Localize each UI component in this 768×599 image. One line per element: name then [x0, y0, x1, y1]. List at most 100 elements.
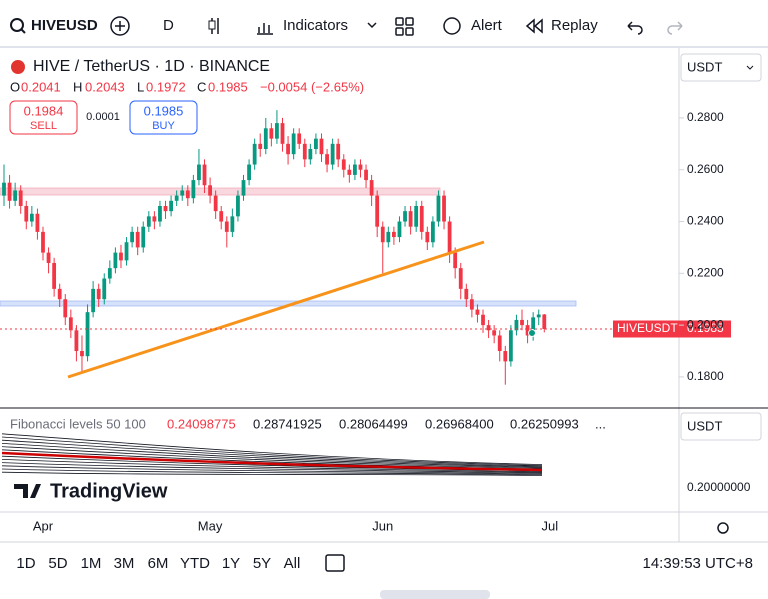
currency-select[interactable]	[680, 53, 762, 82]
spread: 0.0001	[86, 111, 120, 123]
fib-line	[1, 433, 543, 465]
candle-body	[542, 314, 547, 330]
candle-body	[96, 288, 101, 300]
candle-body	[469, 299, 474, 310]
candle-body	[419, 205, 424, 232]
fib-line	[1, 465, 543, 474]
candle-body	[41, 231, 45, 253]
range-button[interactable]: All	[284, 555, 301, 572]
range-button[interactable]: YTD	[180, 555, 210, 572]
candle-body	[68, 317, 73, 331]
candle-body	[486, 325, 491, 331]
fib-level: 0.26968400	[425, 416, 494, 431]
ohlc-value: 0.1985	[208, 79, 248, 94]
fib-line	[1, 439, 543, 467]
candle-body	[336, 143, 341, 160]
candle-body	[213, 195, 218, 212]
x-tick-label: May	[198, 518, 223, 533]
fib-mid-line	[1, 451, 543, 472]
buy-label: BUY	[152, 120, 175, 132]
symbol[interactable]: HIVEUSD	[31, 17, 98, 34]
candle-body	[364, 169, 368, 181]
candle-body	[369, 180, 374, 196]
date-range-button[interactable]	[325, 554, 345, 572]
currency[interactable]: USDT	[687, 59, 722, 74]
buy-button[interactable]	[129, 100, 198, 135]
candle-body	[146, 216, 151, 227]
fib-line	[1, 468, 543, 475]
candle-body	[46, 252, 51, 263]
candle-body	[503, 351, 508, 362]
dropdown-arrow[interactable]	[367, 22, 377, 29]
candle-body	[135, 231, 140, 248]
layout-icon[interactable]	[395, 17, 414, 36]
candle-body	[85, 312, 90, 357]
candle-body	[330, 143, 335, 165]
indicator-currency-label[interactable]: USDT	[687, 418, 722, 433]
sell-button[interactable]	[9, 100, 78, 135]
range-button[interactable]: 5D	[48, 555, 67, 572]
candle-body	[325, 154, 329, 165]
redo-button[interactable]	[667, 21, 683, 35]
candle-body	[241, 180, 246, 196]
candle-body	[375, 195, 380, 227]
candle-body	[236, 195, 240, 217]
resistance-zone[interactable]	[0, 187, 441, 196]
marker-dot	[528, 329, 536, 337]
candle-body	[24, 205, 29, 222]
candle-body	[163, 205, 168, 212]
candle-body	[13, 190, 18, 201]
undo-button[interactable]	[627, 21, 643, 35]
alert-icon[interactable]	[443, 17, 461, 35]
price-label-value: 0.1985	[687, 321, 724, 335]
candle-body	[280, 123, 285, 144]
sell-label: SELL	[30, 120, 57, 132]
candle-body	[185, 190, 190, 199]
fib-level: 0.28064499	[339, 416, 408, 431]
candle-body	[113, 252, 118, 269]
sell-price: 0.1984	[24, 103, 64, 118]
indicators-button[interactable]: Indicators	[283, 17, 348, 34]
candle-body	[52, 262, 57, 289]
range-button[interactable]: 3M	[114, 555, 135, 572]
replay-button[interactable]: Replay	[551, 17, 598, 34]
range-button[interactable]: 5Y	[253, 555, 271, 572]
search-icon[interactable]	[10, 18, 24, 32]
settings-button[interactable]	[717, 522, 729, 534]
indicator-currency[interactable]	[680, 412, 762, 441]
range-bar: 1D 5D 1M 3M 6M YTD 1Y 5Y All	[16, 555, 300, 572]
toolbar-border	[0, 46, 768, 48]
candle-body	[269, 128, 274, 139]
candle-body	[174, 195, 179, 201]
candle-body	[492, 330, 497, 336]
fib-line	[1, 436, 543, 466]
legend-title: HIVE / TetherUS · 1D · BINANCE	[33, 58, 270, 75]
y-tick-label: 0.1800	[687, 369, 724, 383]
candle-body	[497, 335, 502, 352]
compare-button[interactable]	[110, 16, 130, 36]
range-button[interactable]: 1M	[81, 555, 102, 572]
range-button[interactable]: 1D	[16, 555, 35, 572]
candle-body	[481, 314, 485, 326]
candle-body	[392, 231, 396, 238]
scroll-handle[interactable]	[380, 590, 490, 599]
buy-price: 0.1985	[144, 103, 184, 118]
trend-line[interactable]	[67, 240, 485, 379]
candle-body	[247, 164, 251, 181]
candle-body	[447, 221, 452, 253]
range-button[interactable]: 6M	[148, 555, 169, 572]
range-button[interactable]: 1Y	[222, 555, 240, 572]
candle-body	[63, 299, 68, 318]
search-icon-handle	[20, 28, 26, 34]
candle-body	[386, 231, 391, 243]
candle-body	[414, 205, 419, 227]
candle-body	[102, 278, 107, 300]
replay-icon[interactable]	[525, 18, 543, 34]
indicators-icon[interactable]	[257, 23, 273, 35]
fib-level: 0.24098775	[167, 416, 236, 431]
candle-body	[347, 169, 352, 175]
candle-body	[35, 213, 40, 232]
alert-button[interactable]: Alert	[471, 17, 503, 34]
interval[interactable]: D	[163, 17, 174, 34]
